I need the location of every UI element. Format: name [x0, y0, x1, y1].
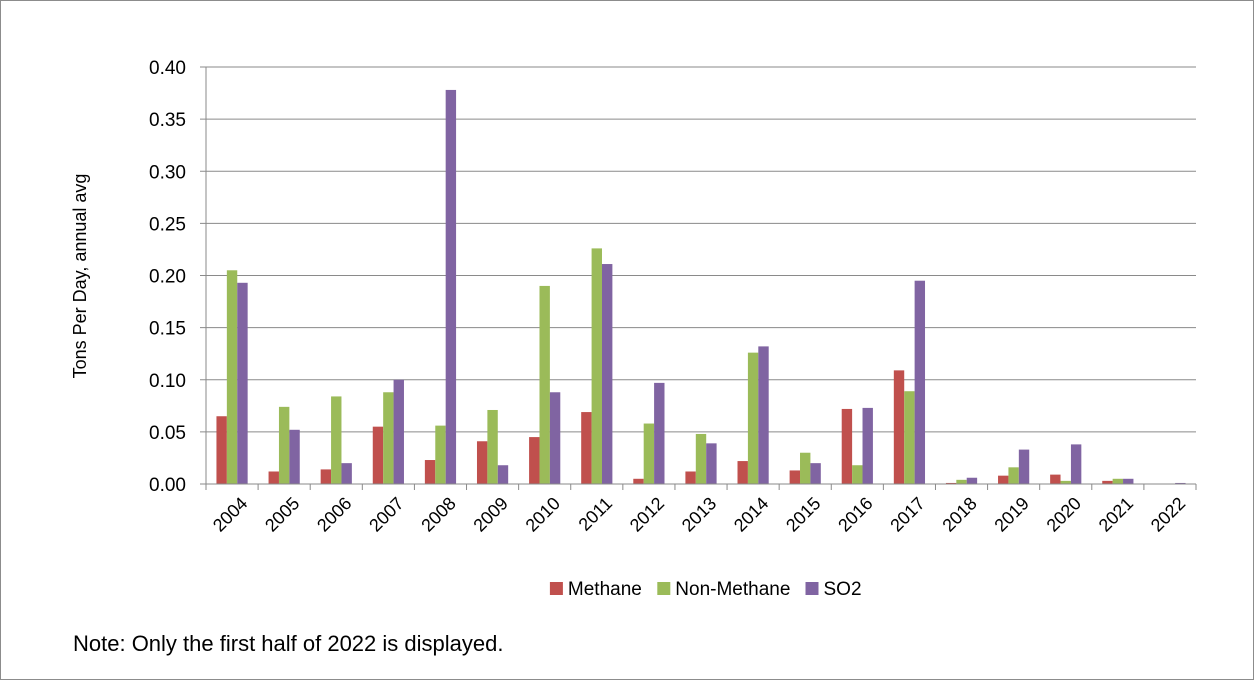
x-tick-label: 2018 [938, 493, 980, 535]
bar-methane-2011 [581, 412, 592, 484]
y-tick-label: 0.15 [149, 319, 186, 340]
bar-so2-2022 [1175, 482, 1186, 484]
y-tick-label: 0.10 [149, 371, 186, 392]
legend-label: SO2 [824, 579, 862, 600]
bar-so2-2018 [966, 477, 978, 484]
x-tick-label: 2014 [730, 493, 772, 535]
bar-non-methane-2011 [591, 248, 602, 484]
x-tick-label: 2019 [990, 493, 1032, 535]
x-tick-label: 2012 [626, 493, 668, 535]
bar-methane-2018 [945, 482, 957, 484]
bar-so2-2006 [341, 463, 352, 484]
x-tick-label: 2007 [365, 493, 407, 535]
bar-so2-2014 [758, 346, 769, 484]
legend-label: Methane [568, 579, 642, 600]
bar-non-methane-2019 [1008, 467, 1019, 484]
x-tick-label: 2005 [261, 493, 303, 535]
bar-non-methane-2014 [747, 352, 759, 484]
bar-so2-2017 [914, 280, 926, 484]
x-tick-label: 2013 [678, 493, 720, 535]
y-axis-title: Tons Per Day, annual avg [70, 174, 90, 379]
x-tick-label: 2009 [469, 493, 511, 535]
y-tick-label: 0.25 [149, 214, 186, 235]
bar-methane-2009 [476, 441, 488, 484]
bar-non-methane-2017 [904, 391, 915, 484]
axes [200, 66, 1197, 490]
x-tick-label: 2017 [886, 493, 928, 535]
x-tick-label: 2020 [1043, 493, 1085, 535]
x-tick-label: 2022 [1147, 493, 1189, 535]
gridlines [206, 66, 1196, 433]
bar-non-methane-2009 [487, 409, 498, 484]
y-tick-label: 0.30 [149, 162, 186, 183]
bar-non-methane-2008 [435, 425, 446, 484]
bar-methane-2013 [685, 471, 696, 484]
bar-so2-2010 [549, 392, 561, 484]
bar-methane-2019 [998, 475, 1009, 484]
bar-non-methane-2006 [331, 396, 342, 484]
bar-methane-2010 [529, 437, 540, 484]
x-tick-label: 2004 [209, 493, 251, 535]
bar-methane-2012 [633, 478, 644, 484]
y-tick-label: 0.40 [149, 58, 186, 79]
y-tick-label: 0.00 [149, 475, 186, 496]
bar-non-methane-2004 [226, 270, 238, 484]
footnote: Note: Only the first half of 2022 is dis… [73, 631, 504, 656]
bar-so2-2020 [1070, 444, 1082, 484]
bar-non-methane-2005 [278, 406, 290, 484]
bar-so2-2005 [289, 429, 300, 484]
x-tick-label: 2010 [522, 493, 564, 535]
bar-methane-2008 [424, 460, 436, 484]
bar-methane-2017 [893, 370, 905, 484]
bar-so2-2016 [862, 407, 873, 484]
x-tick-label: 2016 [834, 493, 876, 535]
legend: Methane Non-Methane SO2 [549, 579, 862, 600]
bar-methane-2015 [789, 470, 801, 484]
bar-methane-2014 [737, 461, 748, 484]
y-tick-label: 0.20 [149, 267, 186, 288]
bar-so2-2013 [706, 443, 717, 484]
legend-swatch [549, 582, 563, 595]
x-tick-label: 2011 [575, 493, 617, 535]
bar-so2-2011 [601, 264, 613, 484]
bar-so2-2019 [1018, 449, 1030, 484]
bar-methane-2020 [1050, 474, 1061, 484]
bar-so2-2004 [237, 282, 248, 484]
bar-methane-2004 [216, 416, 227, 484]
bar-non-methane-2012 [643, 423, 655, 484]
bar-so2-2007 [393, 379, 404, 484]
bar-non-methane-2015 [800, 452, 811, 484]
x-tick-label: 2015 [782, 493, 824, 535]
bar-non-methane-2010 [539, 285, 550, 484]
bar-so2-2008 [445, 89, 457, 484]
bar-so2-2009 [497, 465, 509, 484]
x-tick-labels: 2004 2005 2006 2007 2008 2009 2010 2011 2012 2013… [209, 493, 1189, 535]
y-tick-label: 0.35 [149, 110, 186, 131]
bar-non-methane-2020 [1060, 480, 1071, 484]
y-tick-label: 0.05 [149, 423, 186, 444]
bar-non-methane-2016 [852, 465, 863, 484]
bar-non-methane-2018 [956, 479, 967, 484]
bar-non-methane-2021 [1112, 478, 1124, 484]
legend-swatch [657, 582, 671, 595]
bar-methane-2021 [1102, 480, 1113, 484]
x-tick-label: 2021 [1095, 493, 1137, 535]
bar-methane-2006 [320, 469, 332, 484]
bar-methane-2007 [372, 426, 384, 484]
x-tick-label: 2008 [417, 493, 459, 535]
bar-non-methane-2007 [383, 392, 394, 484]
legend-label: Non-Methane [675, 579, 790, 600]
bar-non-methane-2013 [695, 433, 707, 484]
legend-swatch [805, 582, 819, 595]
x-tick-label: 2006 [313, 493, 355, 535]
bar-methane-2016 [841, 408, 853, 484]
bar-so2-2021 [1123, 478, 1134, 484]
bar-so2-2015 [810, 463, 821, 484]
bar-so2-2012 [654, 382, 665, 484]
y-tick-labels: 0.00 0.05 0.10 0.15 0.20 0.25 0.30 0.35 0.40 [149, 58, 186, 496]
bar-methane-2005 [268, 471, 279, 484]
bars [216, 89, 1186, 484]
